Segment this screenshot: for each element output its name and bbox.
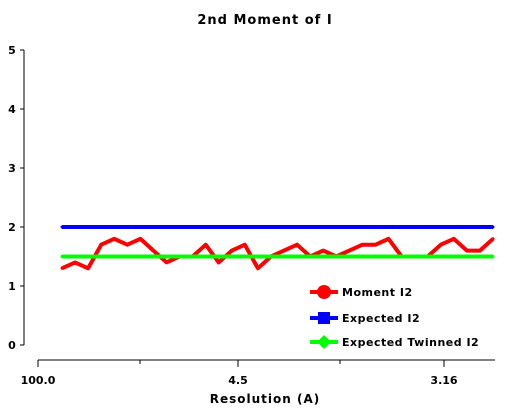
data-point — [60, 225, 64, 229]
data-point — [321, 249, 325, 253]
data-point — [478, 249, 482, 253]
y-tick-label: 2 — [8, 221, 16, 234]
data-point — [360, 243, 364, 247]
data-point — [491, 225, 495, 229]
data-point — [347, 249, 351, 253]
y-tick-label: 4 — [8, 103, 16, 116]
data-point — [73, 260, 77, 264]
data-point — [204, 243, 208, 247]
legend-label: Expected Twinned I2 — [342, 336, 479, 349]
data-point — [164, 260, 168, 264]
data-point — [125, 243, 129, 247]
x-tick-label: 4.5 — [228, 374, 248, 387]
y-tick-label: 1 — [8, 280, 16, 293]
x-tick-label: 100.0 — [21, 374, 56, 387]
x-axis-label: Resolution (A) — [210, 392, 321, 406]
legend-label: Expected I2 — [342, 312, 420, 325]
data-point — [256, 266, 260, 270]
data-point — [465, 249, 469, 253]
data-point — [230, 249, 234, 253]
data-point — [217, 260, 221, 264]
data-point — [387, 237, 391, 241]
series-line — [61, 236, 495, 271]
legend-diamond-icon — [317, 335, 331, 349]
chart-title: 2nd Moment of I — [197, 13, 332, 28]
data-point — [86, 266, 90, 270]
y-tick-label: 0 — [8, 339, 16, 352]
x-tick-label: 3.16 — [430, 374, 457, 387]
data-point — [491, 255, 495, 258]
data-point — [60, 266, 64, 270]
data-point — [373, 243, 377, 247]
data-point — [151, 249, 155, 253]
data-point — [295, 243, 299, 247]
y-tick-label: 3 — [8, 162, 16, 175]
y-tick-label: 5 — [8, 44, 16, 57]
plot-series — [60, 225, 495, 271]
legend-square-icon — [318, 312, 330, 324]
legend-circle-icon — [317, 285, 331, 299]
data-point — [138, 237, 142, 241]
data-point — [60, 255, 64, 258]
data-point — [282, 249, 286, 253]
legend: Moment I2 Expected I2 Expected Twinned I2 — [310, 285, 479, 349]
legend-label: Moment I2 — [342, 286, 413, 299]
data-point — [112, 237, 116, 241]
axes: 0 1 2 3 4 5 100.0 4.5 3.16 — [8, 44, 495, 387]
data-point — [491, 237, 495, 241]
data-point — [243, 243, 247, 247]
data-point — [452, 237, 456, 241]
data-point — [439, 243, 443, 247]
data-point — [99, 243, 103, 247]
